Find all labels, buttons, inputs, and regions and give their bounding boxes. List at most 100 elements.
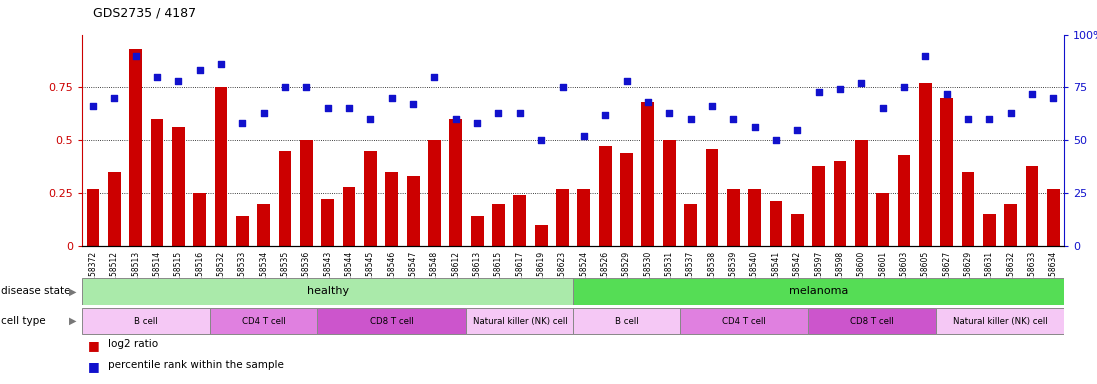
Point xyxy=(895,84,913,91)
Bar xyxy=(663,140,676,246)
Bar xyxy=(1047,189,1060,246)
Bar xyxy=(150,119,163,246)
Bar xyxy=(211,308,317,334)
Point xyxy=(405,101,422,108)
Bar xyxy=(321,199,335,246)
Bar xyxy=(855,140,868,246)
Point xyxy=(660,110,678,116)
Point xyxy=(810,89,827,95)
Bar xyxy=(364,151,377,246)
Point xyxy=(212,61,229,67)
Bar xyxy=(129,50,142,246)
Text: Natural killer (NK) cell: Natural killer (NK) cell xyxy=(473,316,567,326)
Text: healthy: healthy xyxy=(307,286,349,296)
Bar xyxy=(877,193,889,246)
Bar xyxy=(279,151,292,246)
Point xyxy=(532,137,550,143)
Text: ▶: ▶ xyxy=(69,286,77,296)
Point xyxy=(340,106,358,112)
Point xyxy=(468,120,486,126)
Bar xyxy=(450,119,462,246)
Text: percentile rank within the sample: percentile rank within the sample xyxy=(108,360,283,370)
Text: CD4 T cell: CD4 T cell xyxy=(722,316,766,326)
Point xyxy=(511,110,529,116)
Point xyxy=(724,116,742,122)
Point xyxy=(981,116,998,122)
Point xyxy=(255,110,272,116)
Text: CD4 T cell: CD4 T cell xyxy=(241,316,285,326)
Bar xyxy=(919,83,931,246)
Text: melanoma: melanoma xyxy=(789,286,848,296)
Point xyxy=(1002,110,1019,116)
Point xyxy=(84,103,102,109)
Bar xyxy=(108,172,121,246)
Bar xyxy=(385,172,398,246)
Bar xyxy=(215,88,227,246)
Point xyxy=(426,74,443,80)
Point xyxy=(276,84,294,91)
Point xyxy=(767,137,784,143)
Bar xyxy=(82,278,573,305)
Bar xyxy=(834,161,847,246)
Point xyxy=(938,91,955,97)
Bar xyxy=(466,308,573,334)
Text: B cell: B cell xyxy=(614,316,638,326)
Bar xyxy=(727,189,739,246)
Text: ▶: ▶ xyxy=(69,316,77,326)
Point xyxy=(148,74,166,80)
Point xyxy=(874,106,892,112)
Point xyxy=(191,68,208,74)
Bar xyxy=(573,278,1064,305)
Point xyxy=(489,110,507,116)
Bar xyxy=(534,225,547,246)
Point xyxy=(640,99,657,105)
Text: CD8 T cell: CD8 T cell xyxy=(370,316,414,326)
Bar xyxy=(685,204,697,246)
Bar xyxy=(940,98,953,246)
Point xyxy=(362,116,380,122)
Text: ■: ■ xyxy=(88,360,100,373)
Point xyxy=(746,124,764,131)
Text: ■: ■ xyxy=(88,339,100,352)
Bar xyxy=(1005,204,1017,246)
Bar xyxy=(642,102,654,246)
Bar xyxy=(407,176,419,246)
Bar xyxy=(599,147,612,246)
Text: B cell: B cell xyxy=(135,316,158,326)
Point xyxy=(852,80,870,86)
Point xyxy=(1024,91,1041,97)
Bar xyxy=(193,193,206,246)
Bar xyxy=(556,189,569,246)
Bar xyxy=(705,149,719,246)
Text: log2 ratio: log2 ratio xyxy=(108,339,158,349)
Bar xyxy=(236,216,249,246)
Point xyxy=(959,116,976,122)
Bar xyxy=(258,204,270,246)
Point xyxy=(1044,95,1062,101)
Point xyxy=(170,78,188,84)
Text: Natural killer (NK) cell: Natural killer (NK) cell xyxy=(953,316,1048,326)
Text: GDS2735 / 4187: GDS2735 / 4187 xyxy=(93,6,196,19)
Bar xyxy=(428,140,441,246)
Bar xyxy=(983,214,996,246)
Bar xyxy=(812,166,825,246)
Point xyxy=(597,112,614,118)
Bar xyxy=(577,189,590,246)
Point xyxy=(575,133,592,139)
Bar xyxy=(172,127,184,246)
Text: CD8 T cell: CD8 T cell xyxy=(850,316,894,326)
Point xyxy=(105,95,123,101)
Bar xyxy=(573,308,680,334)
Point xyxy=(618,78,635,84)
Point xyxy=(383,95,400,101)
Point xyxy=(554,84,572,91)
Point xyxy=(832,86,849,93)
Bar xyxy=(936,308,1064,334)
Bar xyxy=(87,189,100,246)
Text: disease state: disease state xyxy=(1,286,70,296)
Bar xyxy=(748,189,761,246)
Bar xyxy=(342,187,355,246)
Point xyxy=(446,116,464,122)
Point xyxy=(682,116,700,122)
Bar xyxy=(82,308,211,334)
